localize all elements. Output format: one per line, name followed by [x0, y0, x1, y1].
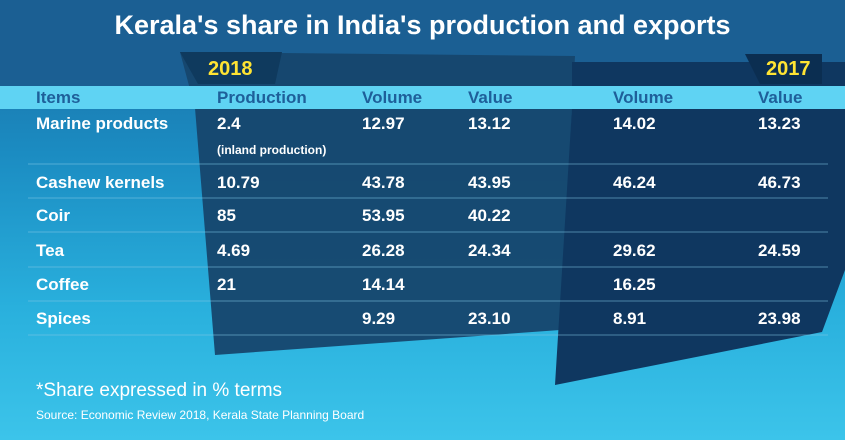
- row-volume-2018: 26.28: [362, 241, 405, 260]
- row-value-2018: 40.22: [468, 206, 511, 225]
- row-volume-2017: 46.24: [613, 173, 656, 192]
- row-value-2018: 23.10: [468, 309, 511, 328]
- row-item: Tea: [36, 241, 65, 260]
- header-production: Production: [217, 88, 307, 107]
- row-value-2018: 24.34: [468, 241, 511, 260]
- row-value-2018: 43.95: [468, 173, 511, 192]
- row-value-2018: 13.12: [468, 114, 511, 133]
- panel-2017: [555, 62, 845, 385]
- row-production-note: (inland production): [217, 143, 327, 157]
- header-value-2017: Value: [758, 88, 803, 107]
- row-volume-2017: 8.91: [613, 309, 647, 328]
- row-volume-2017: 29.62: [613, 241, 656, 260]
- year-2018-label: 2018: [208, 58, 253, 80]
- row-volume-2018: 53.95: [362, 206, 405, 225]
- row-production: 21: [217, 275, 236, 294]
- row-production: 85: [217, 206, 236, 225]
- row-value-2017: 46.73: [758, 173, 801, 192]
- footnote: *Share expressed in % terms: [36, 380, 283, 401]
- header-volume-2017: Volume: [613, 88, 674, 107]
- row-volume-2017: 16.25: [613, 275, 656, 294]
- row-production: 10.79: [217, 173, 260, 192]
- row-value-2017: 23.98: [758, 309, 801, 328]
- row-volume-2017: 14.02: [613, 114, 656, 133]
- row-item: Cashew kernels: [36, 173, 165, 192]
- row-item: Coffee: [36, 275, 89, 294]
- row-volume-2018: 43.78: [362, 173, 405, 192]
- header-band: [0, 86, 845, 109]
- header-items: Items: [36, 88, 81, 107]
- panel-2017-tab: [745, 54, 822, 84]
- header-volume-2018: Volume: [362, 88, 423, 107]
- source-note: Source: Economic Review 2018, Kerala Sta…: [36, 408, 365, 422]
- panel-2018: [180, 52, 575, 355]
- panel-2018-tab: [180, 52, 282, 84]
- row-value-2017: 13.23: [758, 114, 801, 133]
- row-production: 4.69: [217, 241, 251, 260]
- row-value-2017: 24.59: [758, 241, 801, 260]
- row-separators: [28, 163, 828, 336]
- header-value-2018: Value: [468, 88, 513, 107]
- row-volume-2018: 14.14: [362, 275, 405, 294]
- row-production: 2.4: [217, 114, 241, 133]
- row-item: Marine products: [36, 114, 169, 133]
- chart-title: Kerala's share in India's production and…: [114, 10, 731, 40]
- year-2017-label: 2017: [766, 58, 811, 80]
- row-item: Spices: [36, 309, 91, 328]
- row-item: Coir: [36, 206, 70, 225]
- row-volume-2018: 12.97: [362, 114, 405, 133]
- row-volume-2018: 9.29: [362, 309, 396, 328]
